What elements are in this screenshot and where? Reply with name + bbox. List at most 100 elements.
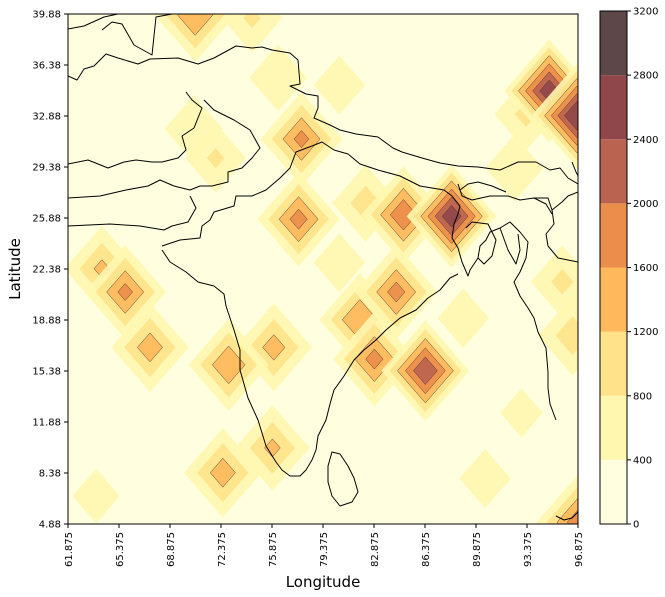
contour-hotspot — [538, 296, 578, 376]
contour-hotspot — [536, 474, 578, 524]
y-axis: 4.88 8.38 11.88 15.38 18.88 22.38 25.88 29.38 32… — [32, 10, 68, 531]
contour-band — [249, 44, 308, 112]
colorbar-tick-label: 0 — [633, 520, 639, 531]
y-axis-label: Latitude — [6, 238, 24, 300]
contour-hotspot — [249, 44, 308, 112]
contour-hotspot — [221, 14, 283, 53]
contour-hotspot — [530, 245, 578, 319]
y-tick-label: 39.88 — [32, 10, 61, 21]
contour-hotspot — [154, 14, 236, 62]
colorbar-tick-label: 800 — [633, 391, 652, 402]
x-tick-label: 86.375 — [421, 532, 432, 567]
contour-hotspot — [183, 428, 262, 518]
contour-band — [72, 468, 120, 524]
colorbar-tick-label: 2800 — [633, 71, 658, 82]
x-tick-label: 96.875 — [574, 532, 585, 567]
x-tick-label: 72.375 — [217, 532, 228, 567]
contour-band — [137, 332, 163, 363]
contour-band — [313, 233, 366, 293]
x-tick-label: 79.375 — [319, 532, 330, 567]
plot-area — [67, 13, 579, 525]
colorbar-segment — [600, 75, 627, 140]
colorbar-segment — [600, 11, 627, 76]
border-line — [499, 227, 521, 265]
y-tick-label: 4.88 — [39, 520, 61, 531]
contour-hotspot — [406, 164, 497, 268]
border-line — [101, 14, 173, 56]
colorbar-tick-label: 400 — [633, 455, 652, 466]
y-tick-label: 8.38 — [39, 469, 61, 480]
contour-hotspot — [188, 318, 269, 412]
y-tick-label: 32.88 — [32, 112, 61, 123]
contour-hotspot — [437, 288, 489, 348]
contour-hotspot — [72, 468, 120, 524]
border-line — [333, 149, 461, 215]
contour-band — [387, 281, 406, 303]
y-tick-label: 22.38 — [32, 265, 61, 276]
x-tick-label: 75.875 — [268, 532, 279, 567]
border-line — [68, 14, 119, 30]
border-line — [68, 45, 578, 185]
contour-layer — [68, 14, 578, 524]
contour-band — [262, 334, 286, 361]
border-line — [68, 91, 203, 169]
contour-band — [413, 356, 438, 385]
colorbar-tick-label: 1600 — [633, 263, 658, 274]
colorbar-segment — [600, 459, 627, 524]
border-line — [571, 161, 578, 177]
contour-hotspot — [313, 233, 366, 293]
contour-band — [221, 14, 283, 53]
border-line — [161, 141, 335, 247]
border-line — [551, 191, 578, 211]
contour-band — [243, 14, 261, 29]
contour-hotspot — [459, 448, 511, 509]
contour-band — [551, 269, 574, 295]
x-axis-label: Longitude — [286, 573, 361, 591]
contour-band — [564, 101, 578, 131]
x-axis: 61.875 65.375 68.875 72.375 75.875 79.375 82.8… — [64, 524, 585, 567]
x-tick-label: 65.375 — [115, 532, 126, 567]
colorbar-tick-label: 1200 — [633, 327, 658, 338]
colorbar: 0 400 800 1200 1600 2000 2400 2800 3200 — [599, 7, 658, 531]
colorbar-segment — [600, 139, 627, 204]
y-tick-label: 11.88 — [32, 418, 61, 429]
contour-hotspot — [361, 166, 446, 264]
border-line — [451, 213, 557, 421]
colorbar-segment — [600, 267, 627, 332]
contour-band — [485, 134, 544, 202]
colorbar-segment — [600, 203, 627, 268]
y-tick-label: 29.38 — [32, 163, 61, 174]
colorbar-tick-label: 2000 — [633, 199, 658, 210]
contour-hotspot — [485, 134, 544, 202]
contour-hotspot — [313, 55, 366, 115]
contour-hotspot — [235, 303, 313, 392]
contour-band — [500, 388, 543, 438]
x-tick-label: 61.875 — [64, 532, 75, 567]
contour-hotspot — [84, 245, 167, 339]
border-line — [555, 511, 578, 521]
coastline-west — [161, 249, 459, 477]
contour-band — [177, 14, 213, 36]
contour-hotspot — [500, 388, 543, 438]
contour-band — [210, 458, 236, 488]
x-tick-label: 89.875 — [472, 532, 483, 567]
x-tick-label: 68.875 — [166, 532, 177, 567]
border-line — [465, 221, 497, 265]
contour-band — [555, 316, 578, 356]
border-line — [68, 99, 261, 199]
y-tick-label: 15.38 — [32, 367, 61, 378]
contour-hotspot — [260, 92, 343, 186]
contour-band — [293, 130, 310, 148]
contour-hotspot — [381, 320, 470, 422]
border-line — [534, 197, 578, 263]
colorbar-tick-label: 2400 — [633, 135, 658, 146]
border-line — [68, 195, 197, 231]
colorbar-tick-label: 3200 — [633, 7, 658, 18]
country-boundaries — [68, 14, 578, 521]
contour-band — [437, 288, 489, 348]
colorbar-segment — [600, 395, 627, 460]
border-line — [457, 183, 553, 215]
contour-band — [459, 448, 511, 509]
colorbar-segment — [600, 331, 627, 396]
